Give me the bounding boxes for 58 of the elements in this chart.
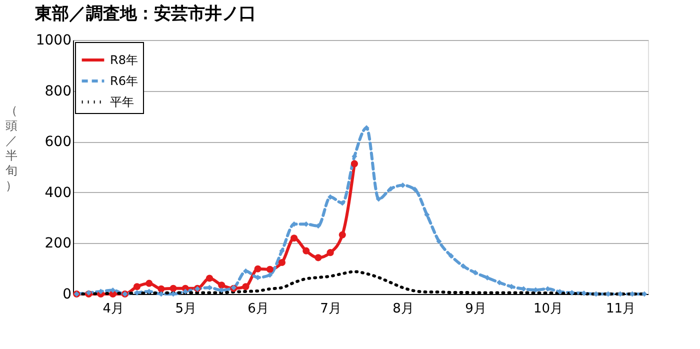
point	[472, 270, 478, 276]
y-tick-label: 200	[44, 236, 72, 252]
x-tick-label: 6月	[248, 302, 269, 316]
point	[630, 291, 636, 297]
point	[290, 234, 298, 242]
x-tick-label: 7月	[320, 302, 342, 316]
y-tick-label: 400	[44, 184, 72, 201]
x-tick-label: 4月	[102, 302, 124, 316]
point	[133, 283, 141, 290]
y-tick-label: 800	[44, 83, 72, 100]
point	[364, 125, 370, 131]
point	[388, 186, 394, 192]
point	[170, 284, 177, 292]
point	[254, 265, 262, 272]
point	[278, 258, 286, 266]
point	[412, 186, 418, 192]
point	[448, 253, 454, 259]
legend-label: R8年	[110, 53, 138, 67]
legend-label: R6年	[110, 74, 138, 88]
point	[460, 263, 466, 269]
point	[146, 280, 153, 287]
point	[86, 290, 92, 296]
legend-label: 平年	[110, 95, 134, 109]
point	[350, 160, 358, 168]
point	[557, 288, 563, 294]
point	[158, 285, 165, 292]
point	[206, 274, 214, 282]
point	[326, 249, 334, 256]
point	[134, 290, 140, 296]
x-tick-label: 5月	[175, 302, 196, 316]
y-tick-label: 0	[62, 286, 72, 302]
x-tick-label: 11月	[606, 302, 636, 316]
point	[170, 291, 176, 297]
x-tick-label: 8月	[392, 302, 414, 316]
point	[266, 266, 274, 273]
point	[642, 291, 648, 297]
point	[314, 254, 322, 262]
point	[267, 272, 273, 278]
y-tick-label: 600	[44, 134, 72, 150]
point	[436, 238, 442, 244]
x-tick-label: 9月	[465, 302, 486, 316]
y-axis-title: （頭／半旬）	[6, 104, 18, 192]
point	[605, 291, 611, 297]
point	[98, 288, 104, 294]
point	[302, 247, 310, 254]
point	[593, 291, 599, 297]
point	[242, 283, 250, 290]
point	[338, 231, 346, 238]
point	[376, 196, 382, 202]
point	[617, 291, 623, 297]
point	[581, 290, 587, 296]
point	[569, 290, 575, 296]
point	[424, 212, 430, 218]
point	[484, 275, 490, 280]
y-tick-label: 1000	[36, 32, 72, 48]
x-tick-label: 10月	[533, 302, 564, 316]
point	[218, 282, 226, 289]
chart-title: 東部／調査地：安芸市井ノ口	[34, 4, 256, 24]
